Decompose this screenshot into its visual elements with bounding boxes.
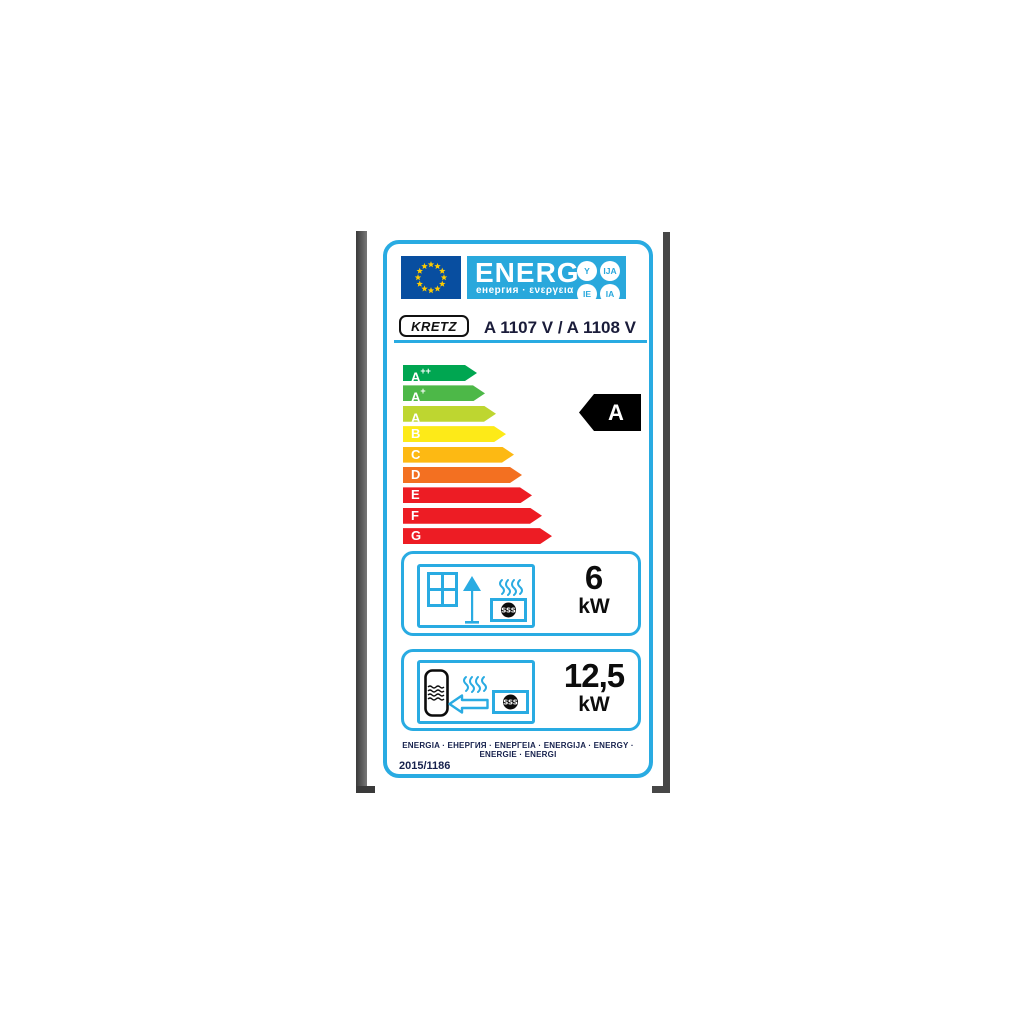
energy-label: ENERG енергия · ενεργεια Y IJA IE IA KRE…: [383, 240, 653, 778]
direct-heat-value-block: 6 kW: [552, 559, 636, 618]
svg-text:SSS: SSS: [503, 699, 518, 707]
water-heat-icons: SSS: [417, 660, 535, 724]
header-divider: [394, 340, 647, 343]
lamp-icon: [463, 576, 481, 624]
window-icon: [427, 572, 458, 607]
energ-subtitle: енергия · ενεργεια: [476, 285, 574, 296]
scale-arrow-a: A: [403, 406, 496, 422]
regulation-number: 2015/1186: [399, 760, 451, 772]
room-heater-icon: SSS: [490, 598, 527, 622]
badge-ia: IA: [600, 284, 620, 304]
water-heat-value-block: 12,5 kW: [552, 657, 636, 716]
direct-heat-box: SSS 6 kW: [401, 551, 641, 636]
scale-arrow-c: C: [403, 447, 514, 463]
badge-ija: IJA: [600, 261, 620, 281]
rating-class-arrow: A: [579, 394, 641, 431]
scale-arrow-a-plus: A+: [403, 385, 485, 401]
water-heat-unit: kW: [578, 693, 610, 716]
heat-waves-icon: [499, 579, 523, 596]
scale-arrow-a-plus-plus: A++: [403, 365, 477, 381]
svg-text:SSS: SSS: [501, 607, 516, 615]
efficiency-scale: A++ A+ A B C D E F G: [403, 365, 552, 549]
scale-arrow-b: B: [403, 426, 506, 442]
page-edge-right-foot: [652, 786, 670, 793]
badge-y: Y: [577, 261, 597, 281]
direct-heat-icons: SSS: [417, 564, 535, 628]
direct-heat-unit: kW: [578, 595, 610, 618]
heat-waves-icon: [463, 676, 487, 693]
multilingual-energy-text: ENERGIA · ЕНЕРГИЯ · ΕΝΕΡΓΕΙΑ · ENERGIJA …: [402, 741, 634, 759]
model-number: A 1107 V / A 1108 V: [483, 318, 636, 337]
rating-class-value: A: [608, 399, 624, 425]
eu-flag-icon: [401, 256, 461, 299]
energ-text: ENERG: [475, 257, 580, 288]
arrow-left-icon: [448, 694, 489, 714]
water-heat-box: SSS 12,5 kW: [401, 649, 641, 731]
brand-logo: KRETZ: [399, 315, 469, 337]
page-edge-right: [663, 232, 670, 792]
scale-arrow-d: D: [403, 467, 522, 483]
language-suffix-badges: Y IJA IE IA: [577, 261, 622, 304]
water-tank-icon: [424, 669, 449, 717]
room-heater-icon: SSS: [492, 690, 529, 714]
energ-banner: ENERG енергия · ενεργεια Y IJA IE IA: [467, 256, 626, 304]
scale-arrow-f: F: [403, 508, 542, 524]
scale-arrow-g: G: [403, 528, 552, 544]
page-edge-left-foot: [356, 786, 375, 793]
scale-arrow-e: E: [403, 487, 532, 503]
direct-heat-value: 6: [584, 559, 604, 596]
badge-ie: IE: [577, 284, 597, 304]
page-edge-left: [356, 231, 367, 792]
water-heat-value: 12,5: [563, 657, 625, 694]
